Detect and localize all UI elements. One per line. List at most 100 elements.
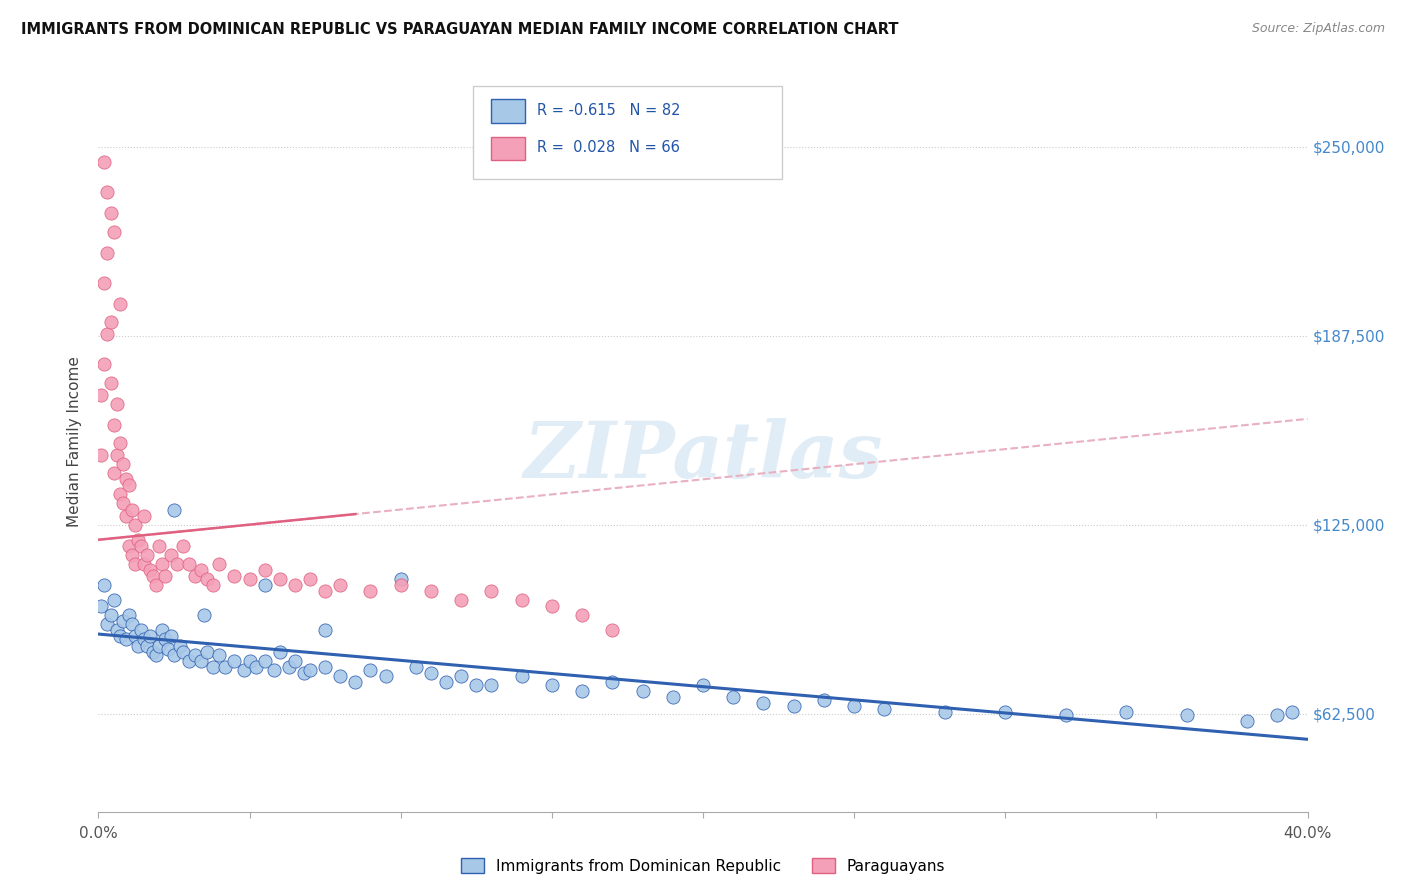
Point: [96, 186, 118, 200]
Point: [465, 678, 488, 692]
Point: [103, 593, 125, 607]
Point: [127, 533, 149, 547]
Point: [148, 639, 170, 653]
Point: [195, 644, 218, 658]
Point: [239, 572, 262, 586]
Point: [389, 572, 412, 586]
Point: [118, 608, 141, 623]
Point: [360, 584, 382, 599]
Point: [783, 698, 806, 713]
Point: [145, 578, 167, 592]
Point: [299, 572, 322, 586]
Point: [93, 276, 115, 290]
Point: [142, 644, 165, 658]
Point: [434, 674, 457, 689]
Point: [103, 225, 125, 239]
Point: [139, 630, 162, 644]
Point: [145, 648, 167, 662]
Point: [153, 632, 176, 647]
Point: [108, 436, 131, 450]
Point: [253, 563, 276, 577]
Point: [156, 641, 179, 656]
Point: [108, 297, 131, 311]
Point: [114, 508, 136, 523]
Point: [100, 315, 122, 329]
Point: [277, 659, 299, 673]
Point: [90, 387, 112, 401]
Point: [1115, 705, 1137, 719]
Point: [190, 563, 212, 577]
Point: [195, 572, 218, 586]
Point: [142, 569, 165, 583]
Point: [135, 548, 157, 562]
Point: [405, 659, 427, 673]
Point: [269, 572, 291, 586]
Point: [571, 608, 593, 623]
Point: [269, 644, 291, 658]
Point: [150, 557, 173, 571]
Point: [124, 557, 146, 571]
Point: [239, 654, 262, 668]
Point: [150, 624, 173, 638]
Point: [284, 578, 307, 592]
Point: [160, 630, 183, 644]
Point: [139, 563, 162, 577]
Point: [96, 245, 118, 260]
Point: [481, 678, 503, 692]
Point: [510, 669, 533, 683]
Point: [208, 557, 231, 571]
Point: [329, 669, 352, 683]
Point: [169, 639, 191, 653]
Point: [118, 478, 141, 492]
Point: [118, 539, 141, 553]
Point: [121, 548, 143, 562]
Text: R = -0.615   N = 82: R = -0.615 N = 82: [537, 103, 681, 118]
Point: [163, 648, 186, 662]
Point: [540, 599, 562, 614]
Point: [263, 663, 285, 677]
Point: [166, 557, 188, 571]
Point: [90, 599, 112, 614]
Point: [224, 654, 246, 668]
Point: [510, 593, 533, 607]
Point: [114, 472, 136, 486]
Y-axis label: Median Family Income: Median Family Income: [67, 356, 83, 527]
Point: [160, 548, 183, 562]
Point: [93, 358, 115, 372]
Point: [374, 669, 396, 683]
Point: [314, 584, 336, 599]
Point: [105, 397, 128, 411]
Point: [253, 654, 276, 668]
Point: [329, 578, 352, 592]
Point: [1281, 705, 1303, 719]
Point: [179, 557, 201, 571]
Point: [1175, 708, 1198, 723]
FancyBboxPatch shape: [492, 136, 526, 161]
Point: [314, 659, 336, 673]
Point: [232, 663, 254, 677]
Point: [1236, 714, 1258, 728]
Text: IMMIGRANTS FROM DOMINICAN REPUBLIC VS PARAGUAYAN MEDIAN FAMILY INCOME CORRELATIO: IMMIGRANTS FROM DOMINICAN REPUBLIC VS PA…: [21, 22, 898, 37]
Point: [1267, 708, 1289, 723]
Point: [481, 584, 503, 599]
Point: [121, 502, 143, 516]
Point: [752, 696, 775, 710]
Point: [111, 457, 134, 471]
Point: [96, 327, 118, 342]
Point: [124, 630, 146, 644]
Point: [631, 683, 654, 698]
Point: [314, 624, 336, 638]
Point: [93, 578, 115, 592]
Point: [163, 502, 186, 516]
Point: [934, 705, 956, 719]
Point: [450, 593, 472, 607]
Point: [108, 487, 131, 501]
Point: [184, 569, 207, 583]
Point: [420, 665, 443, 680]
Point: [90, 448, 112, 462]
Point: [135, 639, 157, 653]
Point: [96, 617, 118, 632]
Point: [284, 654, 307, 668]
Point: [132, 508, 155, 523]
Point: [540, 678, 562, 692]
